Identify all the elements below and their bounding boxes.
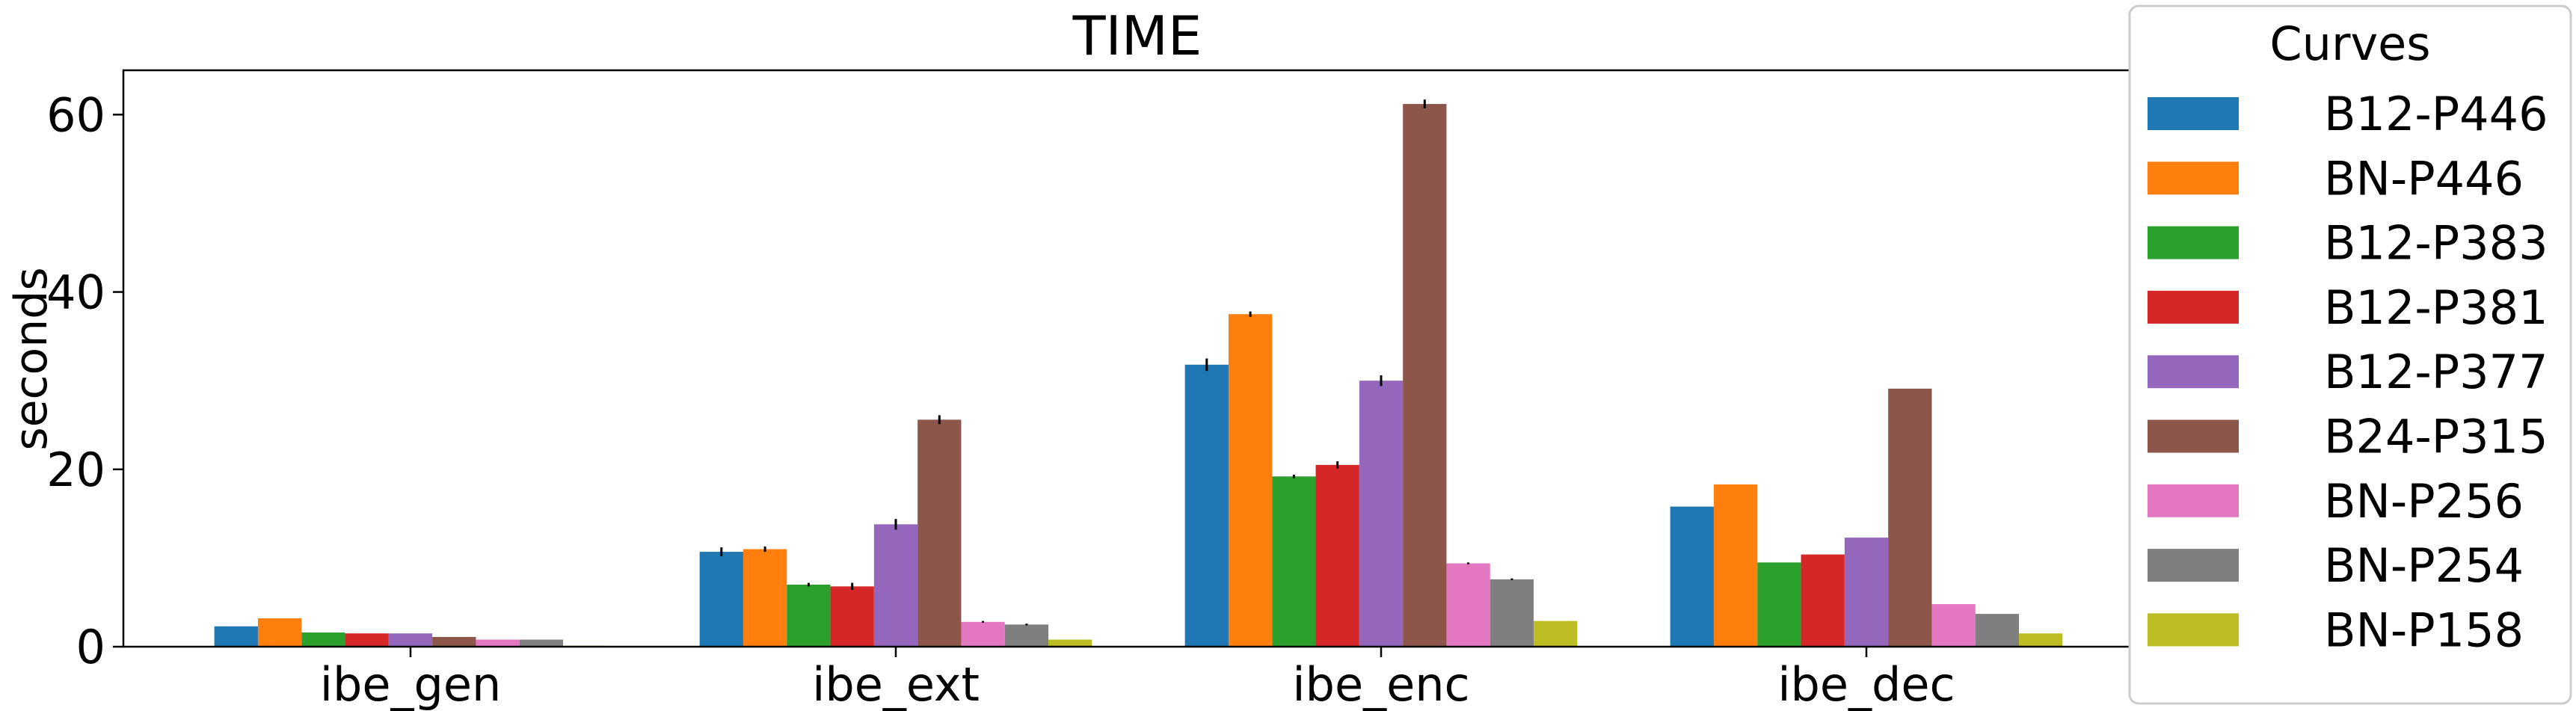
legend-label-BN-P446: BN-P446 (2324, 151, 2524, 206)
bar-BN-P446-ibe_enc (1228, 314, 1273, 647)
legend-label-BN-P158: BN-P158 (2324, 603, 2524, 657)
bar-BN-P256-ibe_enc (1446, 563, 1490, 647)
legend-title: Curves (2269, 16, 2430, 71)
bar-BN-P254-ibe_ext (1004, 624, 1049, 647)
plot-area: 0 20 40 60 ibe_gen ibe_ext ibe_enc ibe_dec (46, 69, 2154, 711)
legend-swatch-B12-P383 (2148, 226, 2239, 259)
legend-label-BN-P256: BN-P256 (2324, 474, 2524, 529)
bar-B12-P381-ibe_ext (830, 586, 874, 647)
y-tick-label-40: 40 (46, 265, 105, 320)
bar-B12-P377-ibe_ext (873, 524, 918, 647)
bar-BN-P254-ibe_enc (1490, 579, 1534, 647)
legend-label-B24-P315: B24-P315 (2324, 410, 2548, 464)
bar-BN-P446-ibe_gen (257, 618, 302, 647)
x-tick-label-ibe_ext: ibe_ext (812, 657, 980, 711)
bar-B12-P377-ibe_dec (1844, 538, 1889, 647)
bar-B12-P383-ibe_enc (1272, 476, 1316, 647)
legend: Curves B12-P446 BN-P446 B12-P383 B12-P381 B1… (2128, 4, 2572, 705)
legend-label-B12-P381: B12-P381 (2324, 280, 2548, 335)
bar-B12-P446-ibe_ext (699, 552, 743, 647)
legend-swatch-BN-P256 (2148, 484, 2239, 517)
legend-label-B12-P446: B12-P446 (2324, 87, 2548, 141)
bar-BN-P256-ibe_ext (961, 621, 1005, 647)
bar-BN-P446-ibe_ext (743, 549, 787, 647)
bar-B24-P315-ibe_gen (432, 636, 476, 647)
bar-B12-P381-ibe_enc (1315, 464, 1359, 647)
bar-BN-P446-ibe_dec (1713, 484, 1758, 647)
bar-BN-P158-ibe_ext (1048, 639, 1092, 647)
chart-title: TIME (1072, 4, 1202, 67)
legend-swatch-B12-P446 (2148, 97, 2239, 130)
legend-swatch-B24-P315 (2148, 419, 2239, 453)
y-tick-label-0: 0 (76, 620, 105, 674)
legend-swatch-BN-P446 (2148, 161, 2239, 195)
legend-swatch-B12-P377 (2148, 355, 2239, 389)
bar-B12-P381-ibe_dec (1801, 554, 1845, 647)
legend-label-B12-P377: B12-P377 (2324, 345, 2548, 399)
y-tick-label-20: 20 (46, 443, 105, 497)
legend-swatch-BN-P254 (2148, 549, 2239, 582)
bar-BN-P256-ibe_gen (476, 639, 520, 647)
bar-B12-P383-ibe_gen (301, 632, 345, 647)
legend-frame (2128, 4, 2572, 705)
bar-B24-P315-ibe_dec (1888, 388, 1932, 647)
bar-B12-P446-ibe_gen (214, 626, 258, 647)
bar-B12-P383-ibe_ext (787, 584, 831, 647)
legend-label-BN-P254: BN-P254 (2324, 538, 2524, 593)
bar-B12-P377-ibe_enc (1359, 381, 1404, 647)
bar-B12-P381-ibe_gen (345, 633, 389, 647)
bar-BN-P158-ibe_enc (1534, 621, 1578, 647)
bar-B12-P446-ibe_enc (1184, 364, 1229, 647)
legend-swatch-BN-P158 (2148, 613, 2239, 647)
bar-BN-P158-ibe_dec (2019, 633, 2063, 647)
bar-BN-P254-ibe_gen (519, 639, 564, 647)
y-axis-label: seconds (5, 267, 58, 450)
bar-B24-P315-ibe_enc (1403, 104, 1447, 647)
x-tick-label-ibe_dec: ibe_dec (1777, 657, 1955, 711)
bar-B12-P446-ibe_dec (1670, 506, 1714, 647)
bar-BN-P256-ibe_dec (1931, 604, 1976, 647)
bar-B12-P383-ibe_dec (1757, 562, 1801, 647)
bar-B24-P315-ibe_ext (917, 419, 962, 647)
x-tick-label-ibe_enc: ibe_enc (1292, 657, 1469, 711)
legend-label-B12-P383: B12-P383 (2324, 216, 2548, 271)
x-tick-label-ibe_gen: ibe_gen (320, 657, 502, 711)
bar-B12-P377-ibe_gen (388, 633, 433, 647)
legend-swatch-B12-P381 (2148, 290, 2239, 324)
y-tick-label-60: 60 (46, 87, 105, 142)
bar-BN-P254-ibe_dec (1975, 614, 2020, 647)
